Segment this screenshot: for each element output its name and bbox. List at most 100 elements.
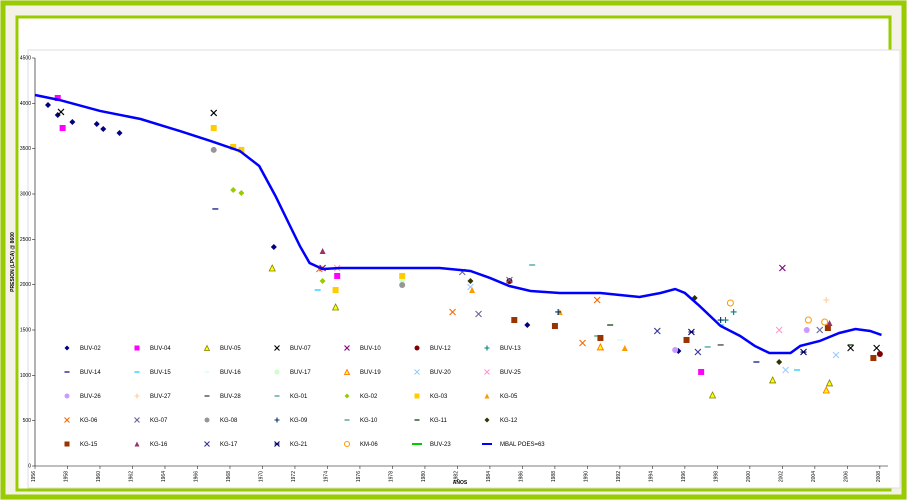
point: [511, 317, 518, 324]
point: [238, 190, 245, 197]
point: [730, 308, 737, 315]
point: [694, 348, 702, 356]
y-tick-label: 2500: [20, 237, 31, 243]
legend-label: BUV-16: [220, 370, 241, 376]
y-tick-label: 3500: [20, 146, 31, 152]
legend-label: KG-01: [290, 394, 308, 400]
x-tick-label: 1998: [713, 471, 719, 482]
legend-marker: [64, 417, 70, 423]
point: [821, 318, 829, 326]
point: [449, 308, 456, 316]
legend-label: BUV-28: [220, 394, 241, 400]
point: [768, 376, 777, 384]
legend-label: MBAL POES=63: [500, 442, 545, 448]
point: [475, 310, 482, 318]
point: [832, 351, 840, 359]
x-tick-label: 1994: [648, 471, 654, 482]
point: [54, 94, 61, 101]
legend-label: BUV-02: [80, 346, 101, 352]
legend-marker: [64, 393, 70, 399]
point: [210, 146, 217, 153]
legend-label: KG-15: [80, 442, 98, 448]
legend-label: BUV-10: [360, 346, 381, 352]
legend-label: KG-07: [150, 418, 168, 424]
x-tick-label: 1980: [421, 471, 427, 482]
legend-marker: [204, 417, 210, 423]
point: [579, 339, 586, 347]
x-tick-label: 1966: [193, 471, 199, 482]
x-tick-label: 1962: [128, 471, 134, 482]
x-tick-label: 1964: [161, 471, 167, 482]
legend-label: BUV-27: [150, 394, 171, 400]
point: [597, 334, 604, 341]
y-tick-label: 1000: [20, 373, 31, 379]
point: [823, 296, 830, 303]
x-tick-label: 1976: [356, 471, 362, 482]
point: [506, 276, 513, 284]
point: [822, 386, 830, 394]
point: [399, 272, 406, 279]
legend-marker: [64, 441, 70, 447]
legend-label: KG-16: [150, 442, 168, 448]
legend-marker: [204, 441, 210, 447]
legend-label: BUV-19: [360, 370, 381, 376]
point: [782, 366, 790, 374]
point: [596, 343, 605, 351]
point: [93, 121, 100, 128]
point: [847, 344, 855, 352]
point: [688, 328, 695, 336]
y-tick-label: 2000: [20, 282, 31, 288]
legend-marker: [484, 393, 490, 399]
legend-label: KG-09: [290, 418, 308, 424]
point: [210, 109, 218, 117]
legend-marker: [344, 441, 350, 447]
point: [776, 359, 783, 366]
legend-marker: [484, 369, 490, 375]
legend-label: BUV-12: [430, 346, 451, 352]
x-tick-label: 1996: [681, 471, 687, 482]
legend-label: KG-21: [290, 442, 308, 448]
x-tick-label: 2008: [876, 471, 882, 482]
point: [825, 379, 834, 387]
plot-frame: [27, 49, 901, 489]
point: [779, 264, 786, 272]
legend-marker: [134, 441, 140, 447]
legend-marker: [344, 345, 350, 351]
x-tick-label: 1956: [31, 471, 37, 482]
y-tick-label: 0: [28, 464, 31, 470]
y-axis-label: PRESION (LPCA) @ 8600: [10, 232, 16, 292]
legend-label: BUV-07: [290, 346, 311, 352]
point: [698, 368, 705, 375]
y-tick-label: 4500: [20, 56, 31, 62]
point: [876, 351, 883, 358]
point: [726, 299, 734, 307]
legend-label: BUV-17: [290, 370, 311, 376]
point: [334, 272, 341, 279]
point: [775, 326, 783, 334]
point: [230, 187, 237, 194]
legend-label: KG-17: [220, 442, 238, 448]
legend-marker: [414, 345, 420, 351]
legend-marker: [274, 345, 280, 351]
legend-marker: [134, 417, 140, 423]
x-tick-label: 1960: [96, 471, 102, 482]
point: [551, 323, 558, 330]
legend-marker: [203, 344, 211, 351]
legend-marker: [484, 345, 490, 351]
point: [230, 143, 237, 150]
x-tick-label: 1972: [291, 471, 297, 482]
point: [683, 336, 690, 343]
legend-marker: [484, 417, 490, 423]
point: [238, 146, 245, 153]
legend-label: BUV-25: [500, 370, 521, 376]
y-tick-label: 500: [23, 418, 32, 424]
point: [331, 303, 340, 311]
point: [467, 277, 474, 284]
point: [44, 101, 51, 108]
point: [399, 282, 406, 289]
x-tick-label: 1986: [518, 471, 524, 482]
x-tick-label: 1984: [486, 471, 492, 482]
point: [270, 243, 277, 250]
